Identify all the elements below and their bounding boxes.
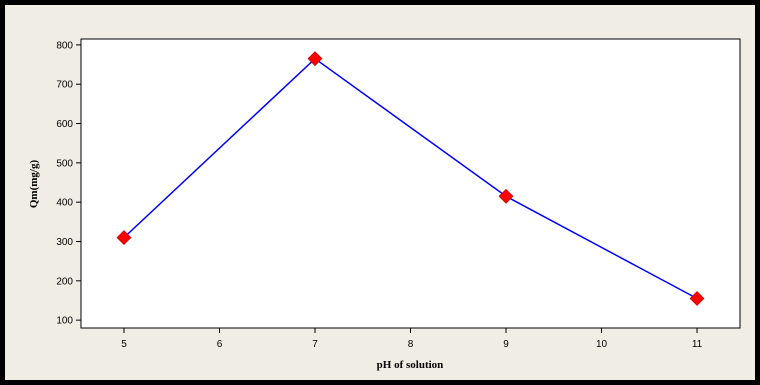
y-tick-label: 200 (56, 276, 73, 287)
y-tick-label: 700 (56, 80, 73, 91)
x-axis-title: pH of solution (377, 359, 444, 371)
y-tick-label: 100 (56, 316, 73, 327)
x-tick-label: 5 (121, 339, 127, 350)
series-line (123, 57, 698, 300)
data-point-marker (307, 51, 323, 67)
x-tick-label: 9 (503, 339, 509, 350)
y-tick-label: 300 (56, 237, 73, 248)
x-tick-label: 10 (596, 339, 608, 350)
x-tick-label: 11 (692, 339, 703, 350)
data-point-marker (498, 188, 514, 204)
y-axis: 100 200 300 400 500 600 700 800 (56, 40, 81, 327)
x-tick-label: 7 (312, 339, 318, 350)
x-axis: 5 6 7 8 9 10 11 (121, 328, 703, 350)
y-tick-label: 500 (56, 158, 73, 169)
y-tick-label: 800 (56, 40, 73, 51)
y-tick-label: 400 (56, 198, 73, 209)
y-tick-label: 600 (56, 119, 73, 130)
data-point-marker (116, 230, 132, 245)
x-tick-label: 6 (217, 339, 223, 350)
y-axis-title: Qm(mg/g) (28, 160, 40, 209)
plot-area (80, 38, 741, 329)
series-layer (116, 51, 705, 306)
x-tick-label: 8 (408, 339, 414, 350)
data-point-marker (689, 291, 705, 306)
